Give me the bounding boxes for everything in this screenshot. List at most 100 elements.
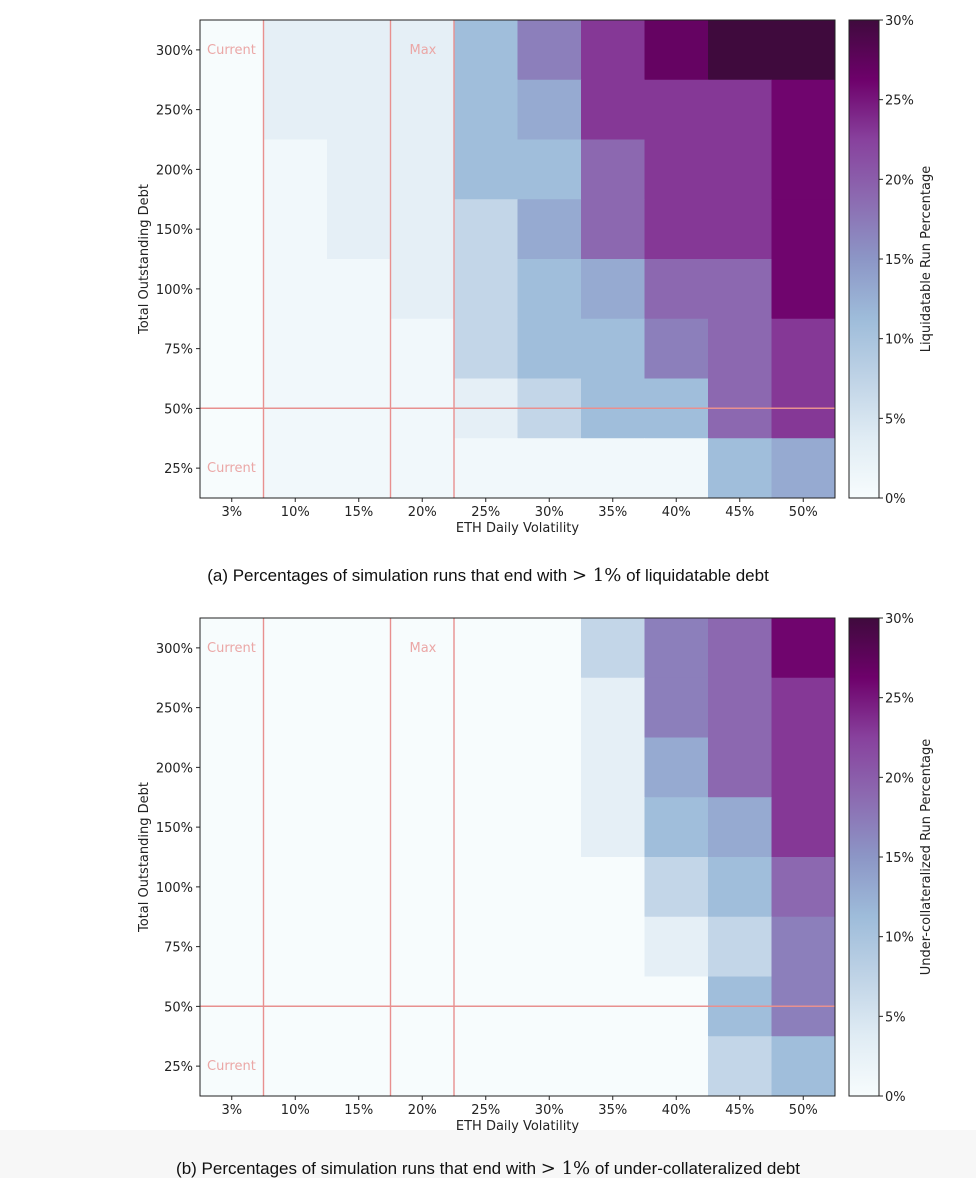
- heatmap-cell: [644, 737, 709, 798]
- y-axis-label: Total Outstanding Debt: [137, 782, 152, 933]
- x-axis-label: ETH Daily Volatility: [456, 1119, 580, 1134]
- heatmap-cell: [708, 618, 772, 679]
- colorbar-tick-label: 10%: [885, 333, 914, 348]
- heatmap-cell: [771, 199, 836, 260]
- heatmap-cell: [263, 737, 328, 798]
- y-tick-label: 25%: [164, 462, 193, 477]
- heatmap-cell: [327, 916, 391, 977]
- heatmap-cell: [581, 677, 645, 738]
- heatmap-cell: [200, 79, 264, 140]
- heatmap-cell: [517, 438, 582, 499]
- heatmap-cell: [327, 20, 391, 81]
- x-tick-label: 15%: [344, 1103, 373, 1118]
- heatmap-cell: [581, 1036, 645, 1097]
- caption-b-prefix: (b) Percentages of simulation runs that …: [176, 1159, 537, 1178]
- heatmap-cell: [644, 318, 709, 379]
- heatmap-cell: [708, 737, 772, 798]
- heatmap-cell: [581, 797, 645, 858]
- heatmap-cell: [454, 618, 518, 679]
- caption-a: (a) Percentages of simulation runs that …: [0, 565, 976, 586]
- heatmap-cell: [454, 737, 518, 798]
- heatmap-cell: [200, 797, 264, 858]
- heatmap-cell: [263, 318, 328, 379]
- y-tick-label: 150%: [156, 223, 193, 238]
- heatmap-cell: [517, 677, 582, 738]
- heatmap-cell: [708, 916, 772, 977]
- heatmap-cell: [517, 1036, 582, 1097]
- heatmap-cell: [581, 916, 645, 977]
- heatmap-cells: [200, 618, 836, 1097]
- y-tick-label: 300%: [156, 642, 193, 657]
- x-tick-label: 15%: [344, 505, 373, 520]
- x-tick-label: 25%: [471, 1103, 500, 1118]
- heatmap-cell: [771, 318, 836, 379]
- heatmap-cell: [644, 139, 709, 200]
- heatmap-cell: [263, 797, 328, 858]
- heatmap-cell: [771, 1036, 836, 1097]
- reference-label-current-y: Current: [207, 1059, 256, 1074]
- heatmap-cell: [708, 438, 772, 499]
- heatmap-cell: [200, 857, 264, 918]
- heatmap-cell: [644, 1036, 709, 1097]
- heatmap-cell: [327, 737, 391, 798]
- caption-b-math: > 1%: [540, 1158, 591, 1179]
- heatmap-cell: [581, 438, 645, 499]
- heatmap-cell: [517, 318, 582, 379]
- x-tick-label: 35%: [598, 1103, 627, 1118]
- heatmap-cell: [327, 677, 391, 738]
- heatmap-cell: [263, 199, 328, 260]
- y-tick-label: 25%: [164, 1060, 193, 1075]
- heatmap-cell: [263, 259, 328, 320]
- caption-a-prefix: (a) Percentages of simulation runs that …: [207, 566, 568, 585]
- heatmap-cell: [200, 618, 264, 679]
- reference-label-max: Max: [410, 43, 437, 58]
- heatmap-cell: [708, 139, 772, 200]
- colorbar-tick-label: 25%: [885, 692, 914, 707]
- heatmap-cell: [390, 1036, 455, 1097]
- caption-a-suffix: of liquidatable debt: [626, 566, 769, 585]
- heatmap-cell: [390, 857, 455, 918]
- figure-b: Current Max Current 3% 10% 15% 20% 25% 30% 35% 40%…: [0, 598, 976, 1179]
- y-tick-label: 50%: [164, 402, 193, 417]
- heatmap-cell: [327, 139, 391, 200]
- heatmap-cell: [263, 916, 328, 977]
- heatmap-cell: [263, 1036, 328, 1097]
- heatmap-cell: [454, 438, 518, 499]
- heatmap-cell: [644, 916, 709, 977]
- heatmap-cell: [200, 20, 264, 81]
- heatmap-cell: [454, 1036, 518, 1097]
- x-tick-label: 50%: [789, 1103, 818, 1118]
- x-tick-label: 20%: [408, 1103, 437, 1118]
- heatmap-cell: [327, 79, 391, 140]
- heatmap-cell: [581, 139, 645, 200]
- colorbar-tick-label: 30%: [885, 14, 914, 29]
- heatmap-cell: [771, 20, 836, 81]
- colorbar-tick-label: 10%: [885, 931, 914, 946]
- heatmap-cell: [581, 79, 645, 140]
- heatmap-cell: [390, 737, 455, 798]
- heatmap-cell: [200, 318, 264, 379]
- y-tick-label: 300%: [156, 44, 193, 59]
- heatmap-cell: [708, 318, 772, 379]
- heatmap-cell: [644, 618, 709, 679]
- heatmap-cell: [581, 199, 645, 260]
- heatmap-cell: [390, 79, 455, 140]
- heatmap-cell: [200, 677, 264, 738]
- reference-label-current-x: Current: [207, 641, 256, 656]
- colorbar-tick-label: 20%: [885, 771, 914, 786]
- heatmap-chart-a: Current Max Current 3% 10% 15% 20% 25% 30% 35% 40%…: [137, 14, 934, 536]
- heatmap-cell: [263, 79, 328, 140]
- heatmap-cell: [327, 797, 391, 858]
- heatmap-cell: [390, 318, 455, 379]
- colorbar-tick-label: 0%: [885, 1090, 906, 1105]
- heatmap-cell: [644, 79, 709, 140]
- x-tick-label: 30%: [535, 505, 564, 520]
- heatmap-cell: [263, 677, 328, 738]
- heatmap-cell: [327, 618, 391, 679]
- heatmap-cell: [771, 677, 836, 738]
- y-axis-label: Total Outstanding Debt: [137, 184, 152, 335]
- y-tick-label: 100%: [156, 283, 193, 298]
- caption-b: (b) Percentages of simulation runs that …: [0, 1158, 976, 1179]
- caption-b-suffix: of under-collateralized debt: [594, 1159, 800, 1178]
- heatmap-cell: [390, 916, 455, 977]
